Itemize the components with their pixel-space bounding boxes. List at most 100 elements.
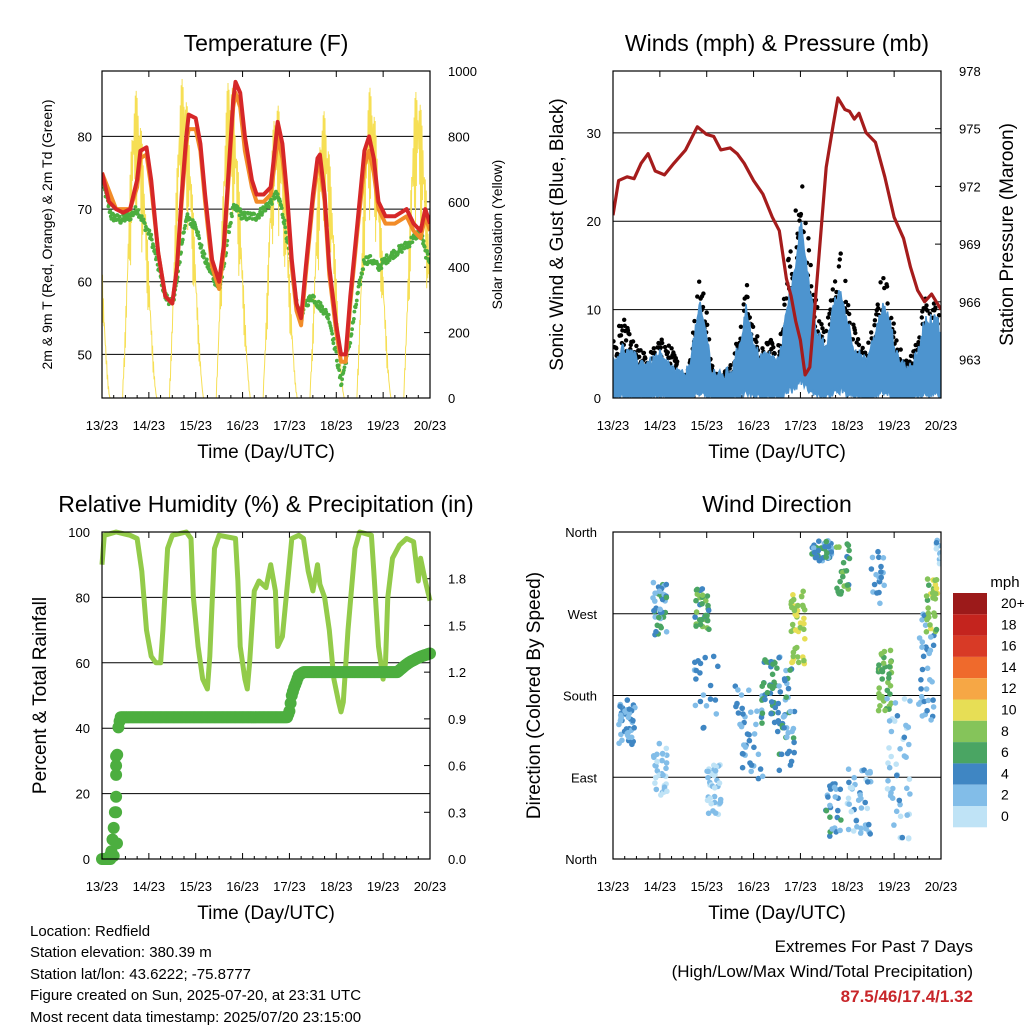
dewpoint-point [358,282,363,287]
direction-point [881,648,888,655]
legend-swatch [953,720,987,743]
direction-point [703,598,709,604]
direction-point [746,737,753,744]
dewpoint-point [326,312,331,317]
direction-point [781,725,787,731]
direction-point [923,686,930,692]
gust-point [618,333,624,338]
direction-point [652,590,658,596]
direction-point [625,714,632,721]
direction-point [791,708,798,715]
dewpoint-point [152,248,157,252]
direction-point [876,554,882,561]
dewpoint-point [359,275,363,280]
direction-point [651,754,657,761]
precip-point [110,750,123,763]
direction-point [851,774,857,781]
y2-tick-label: 1000 [448,64,477,79]
direction-point [739,764,746,771]
gust-point [876,306,881,311]
direction-point [831,784,838,791]
direction-point [658,792,664,798]
gust-point [800,184,805,189]
direction-point [918,686,924,692]
direction-point [769,671,776,678]
gust-point [827,311,832,316]
y-axis-label: Sonic Wind & Gust (Blue, Black) [547,98,568,370]
direction-point [663,629,670,635]
direction-point [797,620,804,626]
direction-point [844,582,851,588]
direction-point [857,792,863,798]
direction-point [864,805,871,812]
y-tick-label: 10 [587,303,601,318]
y-tick-label: 60 [76,656,90,671]
gust-point [619,324,624,329]
legend-swatch [953,678,987,700]
direction-point [848,808,855,815]
dewpoint-point [275,192,280,197]
direction-point [790,653,797,660]
direction-point [801,615,807,622]
direction-point [888,659,894,665]
direction-point [880,660,887,666]
direction-point [873,571,879,578]
gust-point [881,276,886,281]
direction-point [816,538,822,544]
gust-point [641,350,647,356]
direction-point [901,734,908,741]
legend-swatch [953,742,987,764]
direction-point [801,626,807,633]
dewpoint-point [202,255,206,260]
direction-point [933,577,940,583]
direction-point [693,609,700,615]
gust-point [666,343,671,348]
direction-point [931,610,937,616]
direction-point [794,644,800,651]
direction-point [828,549,835,555]
wind-band [613,221,941,398]
dewpoint-point [421,239,426,243]
direction-point [791,739,797,746]
dewpoint-point [318,301,323,305]
direction-point [789,598,795,604]
dewpoint-point [204,257,209,262]
gust-point [838,251,843,256]
direction-point [846,555,853,562]
direction-point [774,665,780,671]
direction-point [760,680,767,686]
direction-point [930,704,937,710]
direction-point [790,649,797,656]
y2-axis-label: Solar Insolation (Yellow) [489,160,505,310]
direction-point [757,766,764,772]
direction-point [938,554,941,560]
gust-point [875,302,880,307]
extremes-subtitle: (High/Low/Max Wind/Total Precipitation) [671,962,973,981]
direction-point [853,817,860,824]
direction-point [863,826,869,832]
direction-point [705,810,712,817]
y-tick-label: West [568,607,598,622]
gust-point [885,301,890,306]
direction-point [926,582,932,588]
legend-swatch [953,784,987,806]
y2-tick-label: 969 [959,237,981,252]
x-tick-label: 14/23 [644,418,677,433]
direction-point [845,795,852,802]
direction-point [846,779,852,786]
direction-point [791,607,798,614]
direction-point [707,682,714,689]
y2-tick-label: 0.0 [448,852,466,867]
dewpoint-point [368,254,373,258]
dewpoint-point [340,377,344,382]
direction-point [777,689,784,695]
direction-point [876,662,882,668]
direction-point [862,799,868,806]
direction-point [616,740,622,747]
elevation-text: Station elevation: 380.39 m [30,944,212,962]
y2-tick-label: 966 [959,295,981,310]
gust-point [614,346,619,351]
direction-point [790,725,797,732]
direction-point [928,717,934,723]
gust-point [786,256,791,262]
